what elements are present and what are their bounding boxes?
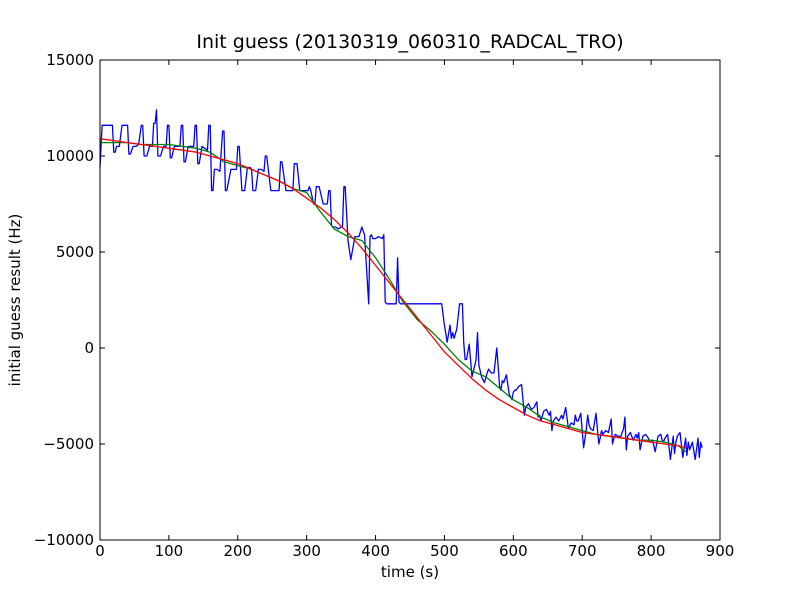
y-tick-label: 15000 [46,51,94,69]
labels-layer: 0 100 200 300 400 500 600 700 800 900 −10000 −5000 0… [34,51,735,560]
x-tick-label: 900 [706,542,735,560]
y-tick-label: 5000 [56,243,94,261]
x-tick-label: 100 [155,542,184,560]
chart-title: Init guess (20130319_060310_RADCAL_TRO) [196,31,623,53]
y-tick-label: 0 [84,339,94,357]
series-layer [99,109,703,461]
x-tick-label: 0 [95,542,105,560]
x-tick-label: 400 [361,542,390,560]
plot-frame [99,59,721,541]
x-axis-label: time (s) [381,563,439,581]
y-tick-label: −10000 [34,531,94,549]
y-axis-label: initial guess result (Hz) [6,214,24,387]
x-tick-label: 700 [568,542,597,560]
x-tick-label: 800 [637,542,666,560]
x-tick-label: 300 [292,542,321,560]
plot-area [100,60,720,540]
x-tick-label: 500 [430,542,459,560]
x-tick-label: 200 [223,542,252,560]
series-line-3 [99,138,686,449]
y-tick-label: 10000 [46,147,94,165]
series-line-1 [99,109,703,461]
x-tick-label: 600 [499,542,528,560]
y-tick-label: −5000 [43,435,94,453]
